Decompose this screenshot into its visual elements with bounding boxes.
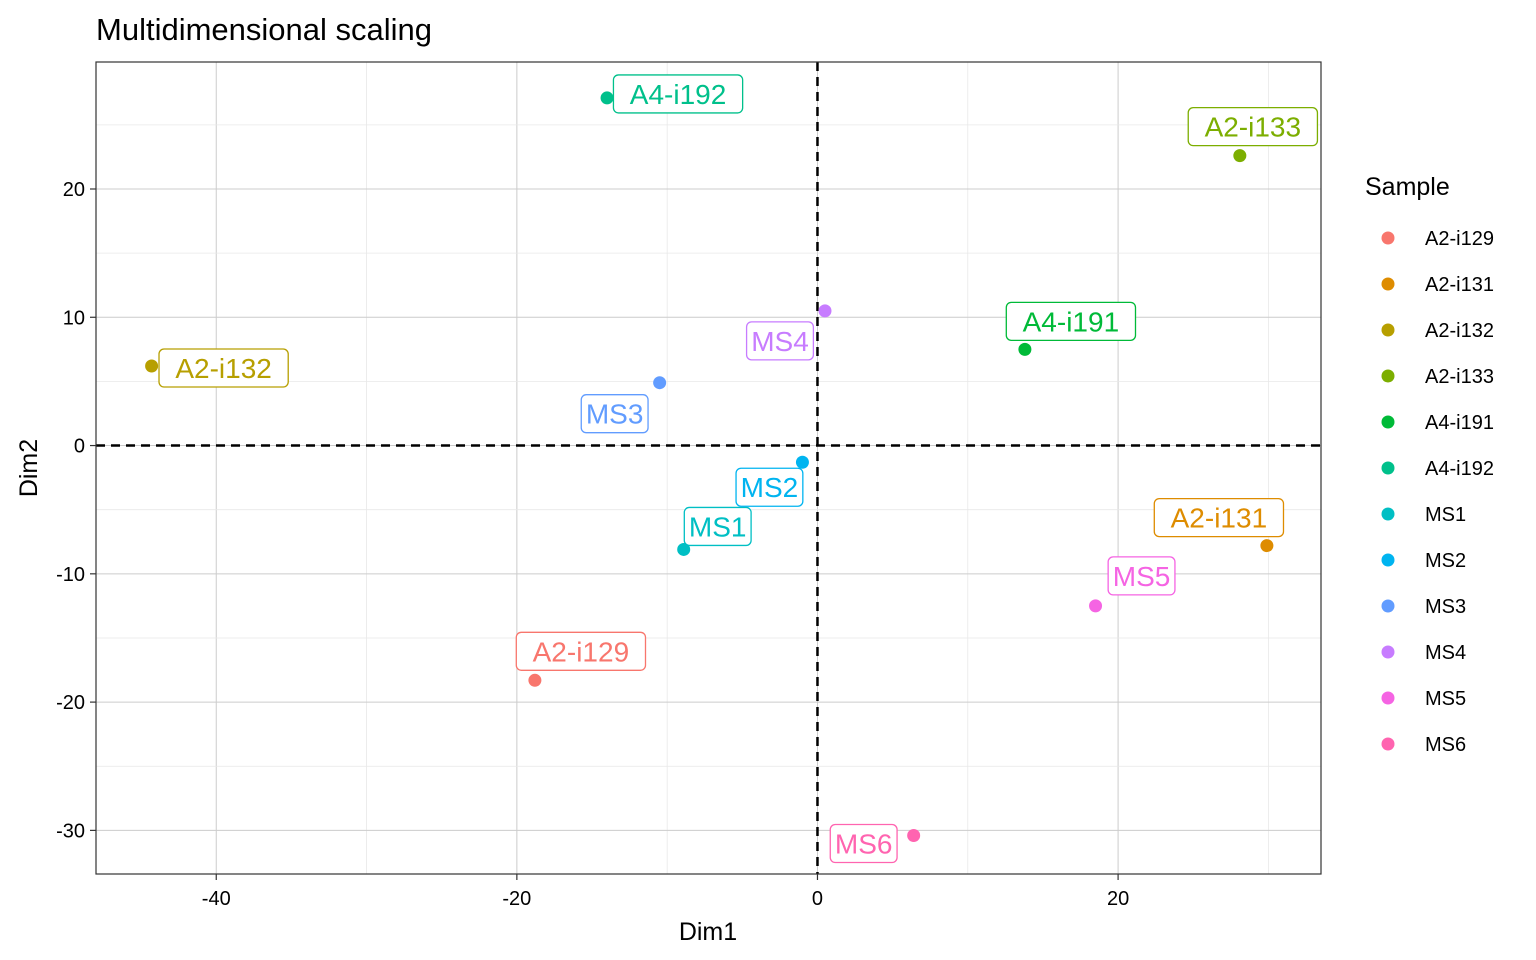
legend-label: A2-i131 — [1425, 274, 1494, 296]
grid — [96, 62, 1321, 874]
point-label: A2-i133 — [1205, 112, 1302, 143]
data-point — [653, 376, 667, 390]
point-label: A2-i132 — [175, 353, 272, 384]
point-label-box — [735, 467, 804, 507]
x-axis-label: Dim1 — [679, 918, 737, 946]
legend-label: MS6 — [1425, 734, 1466, 756]
point-label: A2-i131 — [1171, 503, 1268, 534]
data-point — [1018, 342, 1032, 356]
y-tick-label: 10 — [63, 307, 85, 329]
legend-key — [1381, 691, 1395, 705]
legend-key — [1381, 369, 1395, 383]
legend-label: MS3 — [1425, 596, 1466, 618]
data-points — [145, 91, 1274, 843]
y-tick-label: 20 — [63, 179, 85, 201]
point-label: MS2 — [741, 472, 799, 503]
data-point — [677, 542, 691, 556]
reference-lines — [96, 62, 1321, 874]
x-tick-label: 0 — [812, 888, 823, 910]
data-point — [1260, 539, 1274, 553]
legend-key — [1381, 461, 1395, 475]
plot-panel-border — [95, 61, 1322, 875]
point-label-box — [683, 506, 752, 547]
point-label-box — [515, 631, 647, 671]
legend-label: A2-i132 — [1425, 320, 1494, 342]
legend: Sample A2-i129 A2-i131 A2-i132 A2-i133 A4-i1… — [1365, 173, 1494, 756]
point-labels: A2-i129 A2-i131 A2-i132 A2-i133 A4-i191 A4-i1… — [158, 74, 1319, 864]
point-label-box — [829, 823, 898, 864]
legend-key — [1381, 277, 1395, 291]
y-tick-label: 0 — [74, 436, 85, 458]
legend-label: MS5 — [1425, 688, 1466, 710]
point-label: MS3 — [586, 399, 644, 430]
point-label: A2-i129 — [533, 636, 630, 667]
legend-key — [1381, 645, 1395, 659]
legend-label: A2-i133 — [1425, 366, 1494, 388]
point-label-box — [612, 74, 744, 114]
legend-key — [1381, 507, 1395, 521]
chart-title: Multidimensional scaling — [96, 12, 432, 47]
point-label: MS1 — [689, 511, 747, 542]
x-tick-label: 20 — [1107, 888, 1129, 910]
point-label-box — [158, 348, 289, 388]
point-label-box — [745, 321, 815, 361]
y-axis: -30 -20 -10 0 10 20 — [56, 179, 96, 842]
x-tick-label: -40 — [202, 888, 231, 910]
legend-key — [1381, 323, 1395, 337]
legend-label: A4-i192 — [1425, 458, 1494, 480]
data-point — [818, 304, 832, 318]
legend-key — [1381, 737, 1395, 751]
data-point — [1089, 599, 1103, 613]
legend-key — [1381, 553, 1395, 567]
legend-title: Sample — [1365, 173, 1450, 201]
point-label-box — [1153, 497, 1285, 538]
point-label: MS6 — [835, 829, 893, 860]
x-axis: -40 -20 0 20 — [202, 874, 1129, 910]
point-label: MS5 — [1113, 561, 1171, 592]
data-point — [600, 91, 614, 105]
data-point — [907, 829, 921, 843]
point-label-box — [1107, 556, 1176, 596]
legend-label: MS2 — [1425, 550, 1466, 572]
legend-label: MS1 — [1425, 504, 1466, 526]
legend-label: A4-i191 — [1425, 412, 1494, 434]
data-point — [528, 673, 542, 687]
point-label: A4-i192 — [630, 79, 727, 110]
y-tick-label: -20 — [56, 692, 85, 714]
point-label-box — [1005, 301, 1137, 341]
y-tick-label: -10 — [56, 564, 85, 586]
y-axis-label: Dim2 — [15, 439, 43, 497]
point-label: MS4 — [751, 326, 809, 357]
legend-key — [1381, 599, 1395, 613]
data-point — [145, 359, 159, 373]
data-point — [795, 455, 809, 469]
legend-key — [1381, 415, 1395, 429]
point-label: A4-i191 — [1023, 306, 1120, 337]
y-tick-label: -30 — [56, 820, 85, 842]
x-tick-label: -20 — [502, 888, 531, 910]
legend-label: MS4 — [1425, 642, 1466, 664]
legend-key — [1381, 231, 1395, 245]
point-label-box — [580, 394, 649, 434]
point-label-box — [1187, 106, 1319, 147]
legend-label: A2-i129 — [1425, 228, 1494, 250]
data-point — [1233, 149, 1247, 163]
